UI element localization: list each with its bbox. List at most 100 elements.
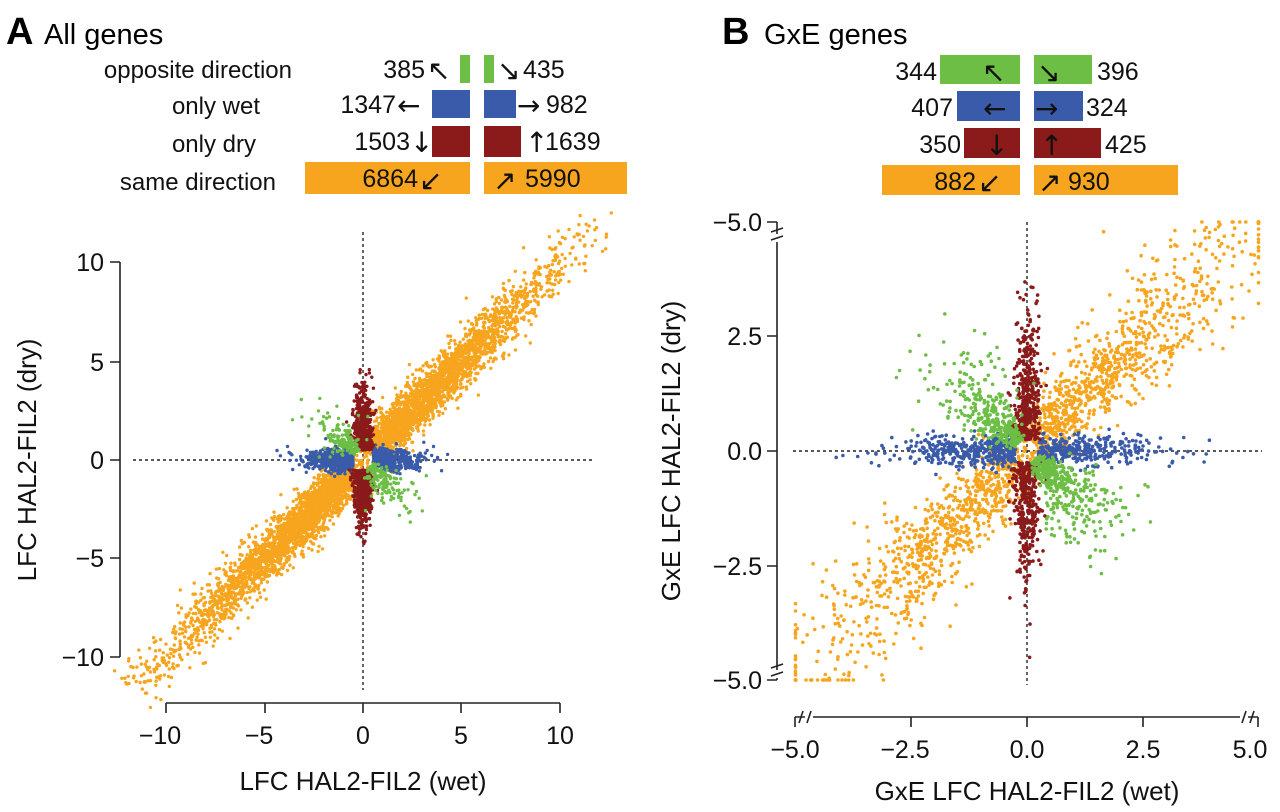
data-point-same-direction — [321, 515, 325, 519]
data-point-same-direction — [449, 338, 453, 343]
data-point-same-direction — [455, 387, 459, 391]
data-point-same-direction — [276, 515, 280, 519]
data-point-same-direction — [287, 546, 291, 551]
data-point-same-direction — [257, 583, 261, 588]
data-point-same-direction — [317, 544, 321, 548]
data-point-same-direction — [197, 651, 202, 655]
data-point-same-direction — [217, 627, 222, 632]
data-point-same-direction — [228, 568, 233, 573]
data-point-same-direction — [289, 527, 293, 531]
data-point-same-direction — [288, 517, 292, 521]
data-point-same-direction — [347, 495, 351, 499]
data-point-same-direction — [294, 497, 299, 502]
data-point-same-direction — [196, 632, 200, 636]
data-point-same-direction — [311, 521, 315, 526]
data-point-same-direction — [493, 348, 497, 353]
data-point-same-direction — [206, 609, 210, 613]
data-point-same-direction — [402, 443, 406, 448]
data-point-same-direction — [534, 258, 538, 262]
data-point-same-direction — [488, 356, 493, 360]
data-point-same-direction — [200, 586, 204, 591]
data-point-same-direction — [155, 662, 160, 666]
data-point-same-direction — [236, 576, 240, 580]
data-point-same-direction — [171, 654, 176, 658]
data-point-same-direction — [192, 581, 196, 585]
data-point-same-direction — [236, 626, 240, 630]
data-point-same-direction — [299, 498, 303, 502]
data-point-same-direction — [242, 540, 247, 544]
data-point-same-direction — [208, 600, 212, 604]
legend-label-only-wet: only wet — [172, 93, 260, 120]
data-point-same-direction — [243, 581, 247, 585]
data-point-same-direction — [171, 662, 175, 666]
data-point-same-direction — [233, 561, 237, 565]
data-point-same-direction — [336, 509, 340, 513]
data-point-same-direction — [248, 585, 252, 589]
data-point-same-direction — [276, 520, 281, 524]
data-point-same-direction — [223, 616, 227, 620]
data-point-same-direction — [545, 281, 549, 285]
data-point-same-direction — [520, 308, 525, 312]
data-point-same-direction — [221, 593, 226, 597]
arrow-up-right-icon: ↗ — [493, 164, 516, 197]
data-point-same-direction — [195, 599, 199, 604]
data-point-same-direction — [448, 394, 453, 398]
data-point-same-direction — [181, 621, 186, 626]
data-point-same-direction — [255, 543, 260, 547]
data-point-same-direction — [201, 661, 205, 666]
data-point-same-direction — [441, 375, 445, 379]
data-point-same-direction — [264, 597, 268, 601]
data-point-same-direction — [291, 499, 295, 503]
data-point-same-direction — [528, 289, 532, 294]
data-point-same-direction — [256, 548, 260, 552]
data-point-same-direction — [437, 413, 441, 417]
data-point-same-direction — [243, 577, 247, 581]
data-point-same-direction — [453, 342, 457, 346]
data-point-same-direction — [534, 269, 538, 273]
data-point-same-direction — [154, 696, 158, 700]
data-point-same-direction — [328, 496, 332, 500]
data-point-same-direction — [255, 598, 259, 602]
data-point-same-direction — [522, 317, 526, 322]
data-point-same-direction — [286, 521, 290, 525]
data-point-same-direction — [503, 300, 507, 304]
data-point-same-direction — [524, 286, 528, 290]
data-point-same-direction — [260, 550, 265, 554]
data-point-same-direction — [503, 332, 508, 336]
data-point-same-direction — [585, 229, 590, 233]
points-a — [112, 211, 613, 710]
data-point-same-direction — [246, 616, 250, 620]
data-point-same-direction — [498, 310, 502, 314]
data-point-same-direction — [464, 387, 469, 391]
data-point-same-direction — [529, 322, 533, 327]
data-point-same-direction — [513, 269, 517, 273]
data-point-same-direction — [258, 595, 263, 599]
data-point-same-direction — [224, 607, 228, 611]
data-point-same-direction — [479, 367, 483, 371]
data-point-same-direction — [220, 629, 224, 633]
data-point-same-direction — [145, 659, 149, 663]
data-point-same-direction — [592, 218, 597, 222]
data-point-same-direction — [172, 627, 176, 631]
data-point-same-direction — [178, 627, 182, 631]
data-point-same-direction — [593, 228, 597, 232]
data-point-same-direction — [486, 359, 491, 364]
data-point-same-direction — [177, 632, 182, 636]
data-point-same-direction — [411, 372, 415, 377]
data-point-same-direction — [576, 233, 580, 237]
data-point-same-direction — [296, 539, 300, 543]
data-point-same-direction — [279, 556, 283, 560]
data-point-same-direction — [288, 537, 293, 541]
data-point-same-direction — [177, 653, 182, 657]
data-point-same-direction — [437, 356, 442, 360]
data-point-same-direction — [138, 656, 143, 660]
data-point-same-direction — [211, 594, 215, 598]
data-point-same-direction — [375, 416, 379, 420]
data-point-same-direction — [248, 596, 252, 600]
data-point-same-direction — [510, 326, 514, 331]
data-point-same-direction — [241, 572, 245, 576]
data-point-same-direction — [120, 676, 124, 680]
data-point-same-direction — [220, 605, 224, 609]
data-point-same-direction — [267, 573, 272, 578]
data-point-same-direction — [177, 611, 181, 615]
